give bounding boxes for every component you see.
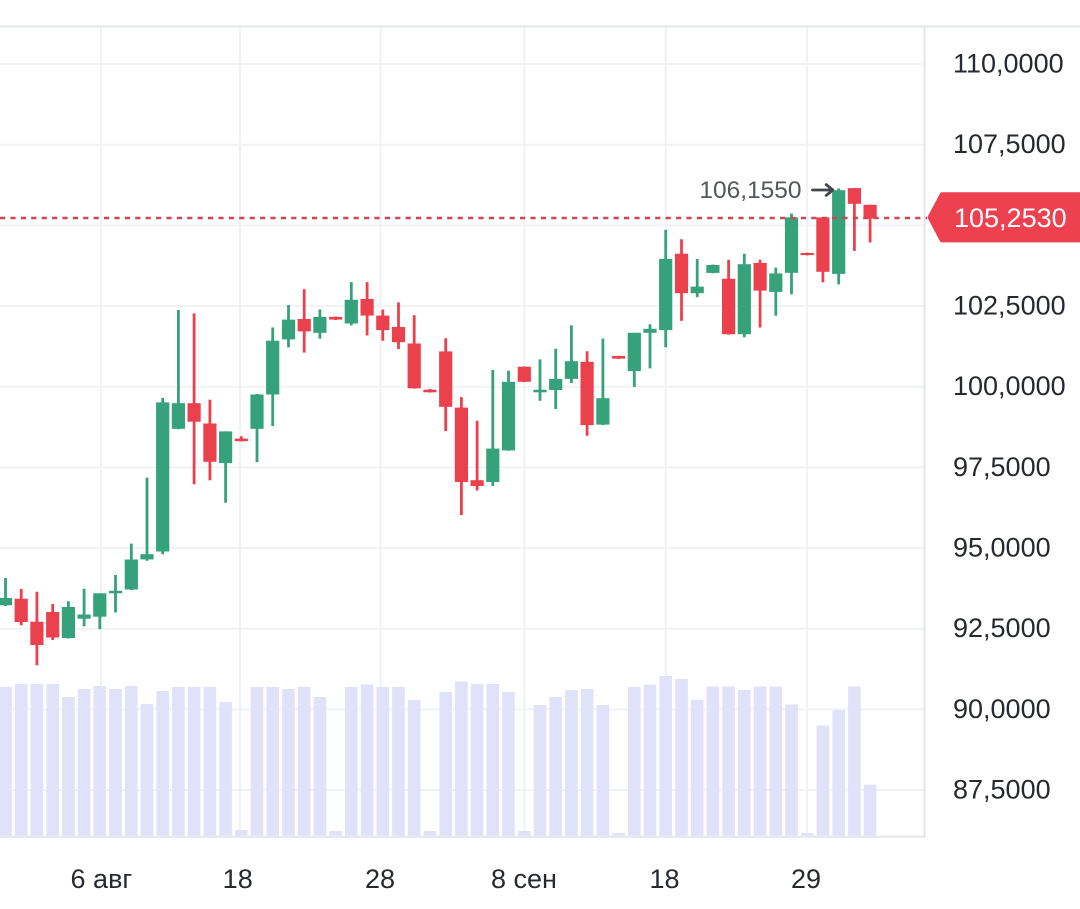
svg-text:92,5000: 92,5000 <box>953 613 1051 643</box>
svg-text:102,5000: 102,5000 <box>953 290 1066 320</box>
svg-text:6 авг: 6 авг <box>71 864 133 894</box>
svg-text:90,0000: 90,0000 <box>953 694 1051 724</box>
svg-text:110,0000: 110,0000 <box>953 48 1064 78</box>
svg-text:106,1550: 106,1550 <box>699 177 801 204</box>
svg-text:18: 18 <box>649 864 679 894</box>
svg-text:105,2530: 105,2530 <box>954 203 1067 233</box>
svg-text:95,0000: 95,0000 <box>953 532 1051 562</box>
svg-text:107,5000: 107,5000 <box>953 129 1066 159</box>
svg-text:28: 28 <box>365 864 395 894</box>
svg-text:18: 18 <box>223 864 253 894</box>
svg-text:29: 29 <box>791 864 821 894</box>
svg-text:100,0000: 100,0000 <box>953 371 1066 401</box>
svg-text:8 сен: 8 сен <box>491 864 557 894</box>
svg-text:87,5000: 87,5000 <box>953 774 1051 804</box>
svg-text:97,5000: 97,5000 <box>953 452 1051 482</box>
